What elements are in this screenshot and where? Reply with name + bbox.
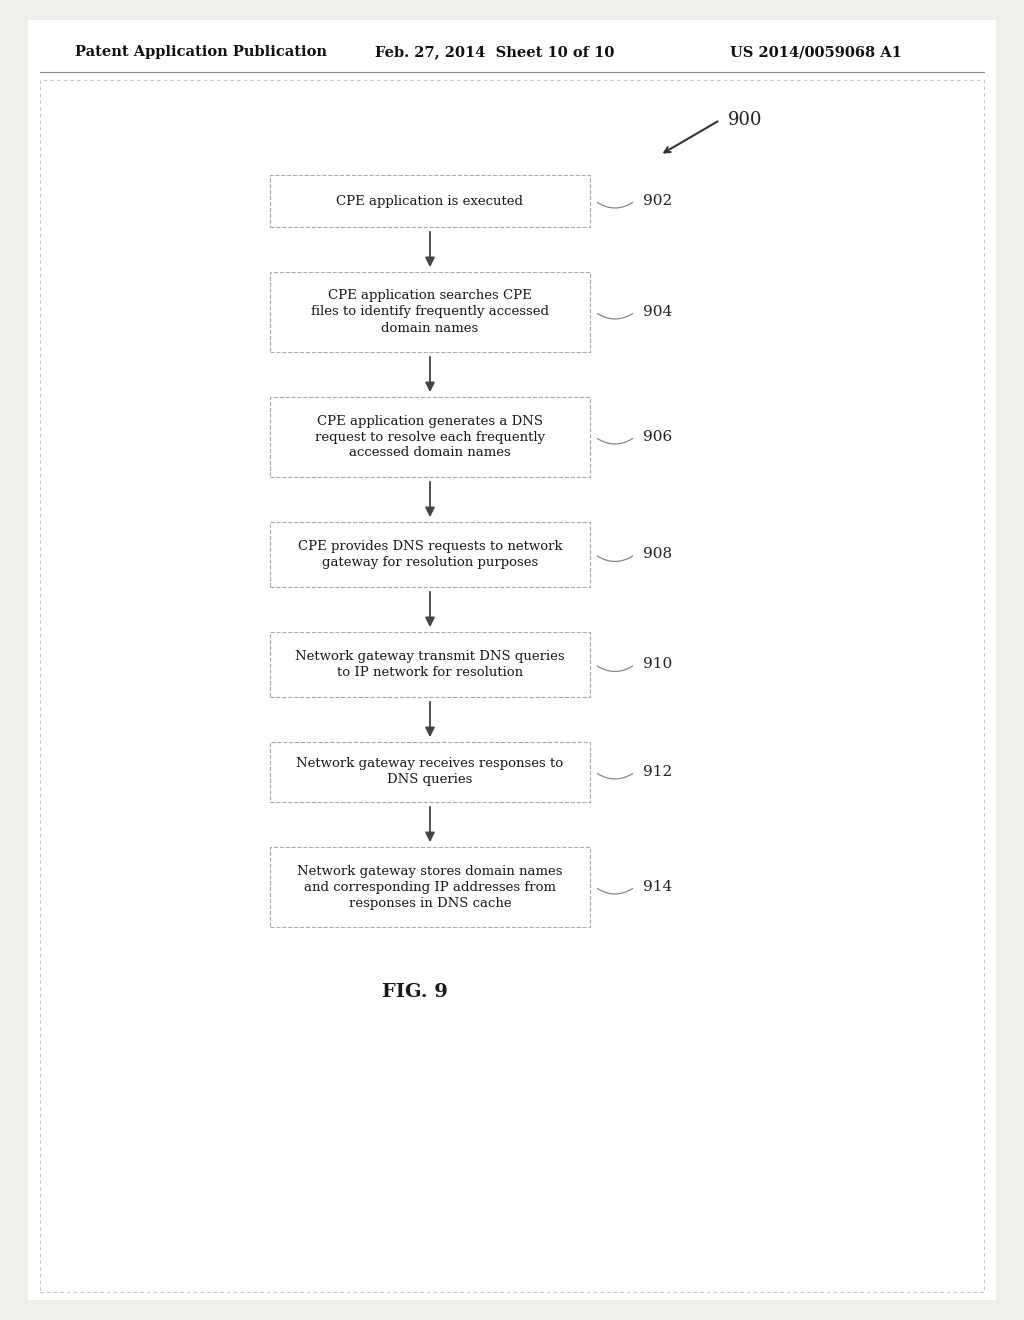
Text: CPE application generates a DNS: CPE application generates a DNS: [317, 414, 543, 428]
Text: 904: 904: [643, 305, 672, 319]
Text: 908: 908: [643, 548, 672, 561]
Text: request to resolve each frequently: request to resolve each frequently: [315, 430, 545, 444]
Text: responses in DNS cache: responses in DNS cache: [349, 896, 511, 909]
Text: US 2014/0059068 A1: US 2014/0059068 A1: [730, 45, 902, 59]
Text: Network gateway stores domain names: Network gateway stores domain names: [297, 865, 563, 878]
Text: accessed domain names: accessed domain names: [349, 446, 511, 459]
Text: 912: 912: [643, 766, 672, 779]
FancyBboxPatch shape: [270, 397, 590, 477]
Text: Feb. 27, 2014  Sheet 10 of 10: Feb. 27, 2014 Sheet 10 of 10: [375, 45, 614, 59]
Text: CPE application searches CPE: CPE application searches CPE: [328, 289, 531, 302]
Text: Network gateway receives responses to: Network gateway receives responses to: [296, 758, 563, 771]
FancyBboxPatch shape: [270, 847, 590, 927]
Text: 906: 906: [643, 430, 672, 444]
FancyBboxPatch shape: [270, 632, 590, 697]
FancyBboxPatch shape: [270, 742, 590, 803]
Text: domain names: domain names: [381, 322, 478, 334]
Text: 902: 902: [643, 194, 672, 209]
Text: and corresponding IP addresses from: and corresponding IP addresses from: [304, 880, 556, 894]
Text: 910: 910: [643, 657, 672, 672]
FancyBboxPatch shape: [28, 20, 996, 1300]
Text: DNS queries: DNS queries: [387, 774, 473, 787]
Text: CPE provides DNS requests to network: CPE provides DNS requests to network: [298, 540, 562, 553]
Text: Network gateway transmit DNS queries: Network gateway transmit DNS queries: [295, 649, 565, 663]
FancyBboxPatch shape: [270, 521, 590, 587]
Text: Patent Application Publication: Patent Application Publication: [75, 45, 327, 59]
Text: files to identify frequently accessed: files to identify frequently accessed: [311, 305, 549, 318]
Text: 900: 900: [728, 111, 763, 129]
FancyBboxPatch shape: [270, 272, 590, 352]
FancyBboxPatch shape: [270, 176, 590, 227]
Text: to IP network for resolution: to IP network for resolution: [337, 667, 523, 678]
Text: 914: 914: [643, 880, 672, 894]
Text: gateway for resolution purposes: gateway for resolution purposes: [322, 556, 539, 569]
Text: CPE application is executed: CPE application is executed: [337, 194, 523, 207]
Text: FIG. 9: FIG. 9: [382, 983, 447, 1001]
